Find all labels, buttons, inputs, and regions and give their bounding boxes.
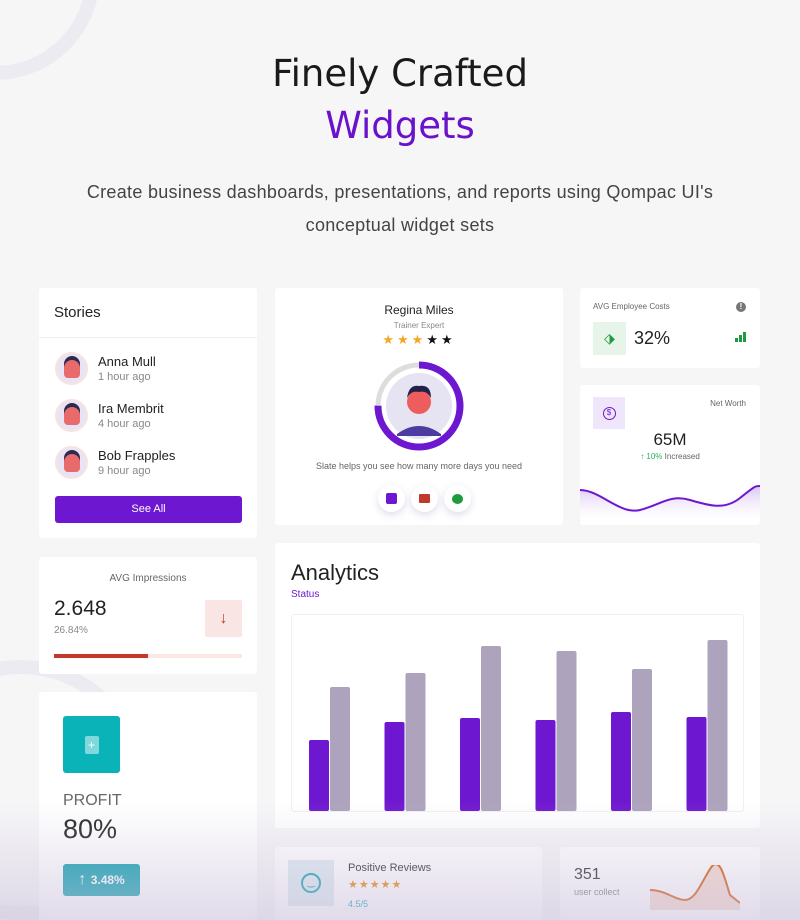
reviews-score: 4.5/5 [348,899,369,909]
info-icon[interactable]: ! [736,302,746,312]
profile-role: Trainer Expert [393,321,445,330]
profit-label: PROFIT [63,792,122,809]
chat-icon[interactable] [444,485,471,512]
hero-title-accent: Widgets [325,104,475,147]
profit-change: 3.48% [90,873,125,887]
profile-card: Regina Miles Trainer Expert ★★★★★ Slate … [275,288,563,525]
hero-subtitle: Create business dashboards, presentation… [86,182,714,235]
avatar [55,352,88,385]
story-name: Bob Frapples [98,448,176,463]
users-sparkline [650,865,740,910]
story-name: Ira Membrit [98,401,164,416]
star-icon: ★ [348,879,359,891]
employee-costs-title: AVG Employee Costs [593,302,670,311]
analytics-bar-chart [291,614,744,812]
progress-ring [374,361,464,451]
users-label: user collect [574,887,620,897]
impressions-card: AVG Impressions 2.648 26.84% ↓ [39,557,257,674]
profit-value: 80% [63,814,118,844]
star-icon: ★ [426,332,441,347]
stories-card: Stories Anna Mull 1 hour ago Ira Membrit 4 … [39,288,257,538]
see-all-button[interactable]: See All [55,496,242,523]
story-item[interactable]: Ira Membrit 4 hour ago [55,399,257,432]
story-item[interactable]: Anna Mull 1 hour ago [55,352,257,385]
profit-change-badge[interactable]: ↑ 3.48% [63,864,140,896]
dollar-icon: $ [593,397,625,429]
file-add-icon: + [63,716,120,773]
tag-icon: ⬗ [593,322,626,355]
net-worth-value: 65M [653,430,687,449]
story-item[interactable]: Bob Frapples 9 hour ago [55,446,257,479]
story-time: 1 hour ago [98,371,151,383]
star-icon: ★ [380,879,392,891]
avatar [55,399,88,432]
users-value: 351 [574,866,601,883]
impressions-percent: 26.84% [54,625,88,636]
users-card: 351 user collect [560,847,760,920]
arrow-up-icon: ↑ [78,871,91,888]
analytics-subtitle: Status [291,589,320,600]
net-worth-card: $ Net Worth 65M ↑ 10% Increased [580,385,760,525]
profit-card: + PROFIT 80% ↑ 3.48% [39,692,257,920]
bar-series-1 [611,712,631,811]
bar-series-1 [535,720,556,811]
impressions-progress-fill [54,654,148,658]
analytics-card: Analytics Status [275,543,760,828]
star-icon: ★ [369,879,381,891]
net-worth-change-label: Increased [664,452,700,461]
arrow-down-button[interactable]: ↓ [205,600,242,637]
signal-bars-icon [735,332,746,342]
net-worth-title: Net Worth [710,399,746,408]
impressions-value: 2.648 [54,597,107,620]
star-icon: ★ [397,332,412,347]
hero-title: Finely Crafted [272,52,528,95]
reviews-title: Positive Reviews [348,862,432,874]
star-icon: ★ [358,879,370,891]
analytics-title: Analytics [291,560,380,585]
net-worth-sparkline [580,485,760,525]
avatar [55,446,88,479]
rating-stars: ★★★★★ [275,332,563,348]
bar-series-2 [481,646,501,811]
story-name: Anna Mull [98,354,156,369]
bar-series-2 [330,687,350,811]
employee-costs-value: 32% [634,328,671,348]
star-icon: ★ [440,332,456,347]
bar-series-1 [309,740,329,811]
bar-series-1 [460,718,480,811]
smiley-icon: ‿ [288,860,334,906]
net-worth-change: ↑ 10% [640,452,663,461]
stories-title: Stories [39,288,257,338]
story-time: 4 hour ago [98,418,151,430]
profile-name: Regina Miles [384,303,454,317]
impressions-title: AVG Impressions [109,573,187,584]
bar-series-2 [632,669,652,811]
calendar-icon[interactable] [378,485,405,512]
bar-series-2 [556,651,577,811]
story-time: 9 hour ago [98,465,151,477]
employee-costs-card: AVG Employee Costs ! ⬗ 32% [580,288,760,368]
star-icon: ★ [411,332,427,347]
impressions-progress [54,654,242,658]
bar-series-2 [405,673,426,811]
profile-text: Slate helps you see how many more days y… [315,461,523,471]
bar-series-2 [707,640,728,811]
review-stars: ★★★★★ [348,878,402,891]
star-icon: ★ [391,879,403,891]
video-icon[interactable] [411,485,438,512]
reviews-card: ‿ Positive Reviews ★★★★★ 4.5/5 [275,847,542,920]
bar-series-1 [686,717,707,811]
bar-series-1 [384,722,405,811]
star-icon: ★ [382,332,398,347]
